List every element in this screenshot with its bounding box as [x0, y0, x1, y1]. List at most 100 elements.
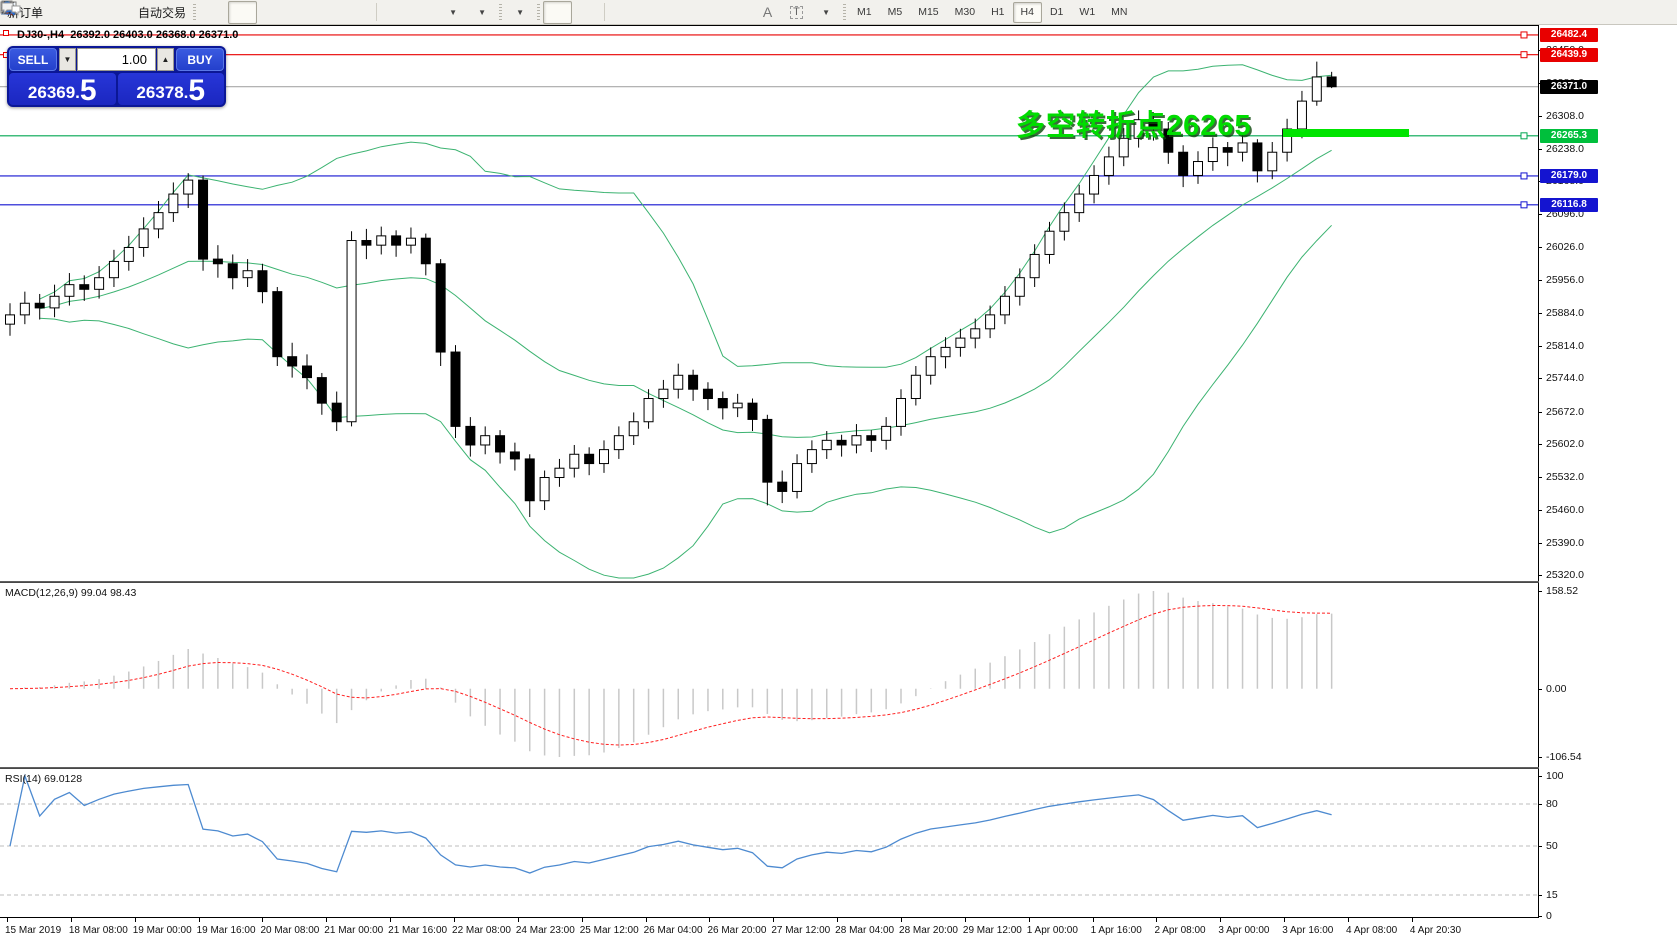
timeframe-m15[interactable]: M15 — [918, 6, 939, 18]
price-tick-label: 25460.0 — [1546, 504, 1584, 517]
templates-button[interactable]: ▼ — [0, 1, 534, 24]
price-axis[interactable]: 26450.026380.026308.026238.026168.026096… — [1538, 25, 1677, 922]
price-tick-label: 25320.0 — [1546, 569, 1584, 582]
price-tick-label: 26238.0 — [1546, 142, 1584, 155]
autotrade-button[interactable]: 自动交易 — [1, 1, 190, 24]
time-tick — [198, 918, 200, 922]
rsi-tick — [1538, 846, 1542, 847]
time-tick — [837, 918, 839, 922]
annotation-highlight-line[interactable] — [1283, 129, 1409, 137]
rsi-axis-label: 0 — [1546, 910, 1552, 922]
channel-button[interactable]: E — [0, 1, 724, 24]
sell-price-button[interactable]: 26369. 5 — [9, 73, 116, 105]
chat-icon[interactable] — [0, 0, 22, 16]
time-axis-label: 21 Mar 00:00 — [324, 925, 384, 936]
timeframe-h4[interactable]: H4 — [1012, 1, 1042, 23]
chart-frame-top — [0, 25, 1677, 26]
timeframe-group: M1 M5 M15 M30 H1 H4 D1 W1 MN — [849, 1, 1135, 23]
time-axis-label: 28 Mar 04:00 — [835, 925, 895, 936]
chevron-down-icon: ▼ — [478, 7, 486, 17]
rsi-panel[interactable]: RSI(14) 69.0128 — [0, 769, 1538, 917]
time-axis-label: 21 Mar 16:00 — [388, 925, 448, 936]
publisher-button[interactable] — [0, 1, 105, 24]
time-tick — [326, 918, 328, 922]
time-tick — [1348, 918, 1350, 922]
text-button[interactable]: A — [753, 1, 782, 24]
arrows-button[interactable]: ▼ — [1, 1, 840, 24]
buy-button[interactable]: BUY — [176, 48, 224, 71]
time-axis-label: 22 Mar 08:00 — [452, 925, 511, 936]
timeframe-h1[interactable]: H1 — [991, 6, 1005, 18]
trendline-button[interactable] — [1, 1, 695, 24]
price-tick-label: 25814.0 — [1546, 339, 1584, 352]
price-tick — [1538, 345, 1542, 347]
time-tick — [773, 918, 775, 922]
chevron-down-icon: ▼ — [822, 7, 830, 17]
horizontal-line-button[interactable] — [1, 1, 666, 24]
periods-button[interactable]: ▼ — [1, 1, 496, 24]
time-axis-label: 25 Mar 12:00 — [579, 925, 639, 936]
panel-separator[interactable] — [0, 581, 1677, 583]
bar-chart-button[interactable] — [1, 1, 228, 24]
sell-price: 26369. — [27, 83, 80, 103]
time-axis-label: 24 Mar 23:00 — [515, 925, 575, 936]
price-tick-label: 25602.0 — [1546, 438, 1584, 451]
time-axis-label: 26 Mar 04:00 — [643, 925, 703, 936]
timeframe-m1[interactable]: M1 — [857, 6, 872, 18]
price-level-label: 26116.8 — [1540, 197, 1598, 212]
cursor-button[interactable] — [4, 0, 573, 24]
main-chart-panel[interactable] — [0, 26, 1538, 581]
macd-chart — [9, 591, 1333, 757]
text-label-button[interactable]: T — [782, 1, 811, 24]
timeframe-d1[interactable]: D1 — [1049, 6, 1064, 18]
line-chart-button[interactable] — [1, 1, 286, 24]
volume-decrease-button[interactable]: ▼ — [59, 48, 76, 71]
zoom-out-button[interactable] — [1, 1, 344, 24]
price-tick — [1538, 411, 1542, 413]
time-axis-label: 26 Mar 20:00 — [707, 925, 767, 936]
auto-scroll-button[interactable] — [1, 1, 409, 24]
time-axis-label: 29 Mar 12:00 — [962, 925, 1022, 936]
time-tick — [134, 918, 136, 922]
price-tick-label: 25390.0 — [1546, 536, 1584, 549]
volume-input[interactable]: 1.00 — [77, 48, 156, 71]
chart-annotation-text[interactable]: 多空转折点26265 — [1016, 110, 1252, 142]
time-tick — [1092, 918, 1094, 922]
macd-panel[interactable]: MACD(12,26,9) 99.04 98.43 — [0, 583, 1538, 767]
chart-shift-button[interactable] — [1, 1, 438, 24]
buy-price-button[interactable]: 26378. 5 — [117, 73, 224, 105]
candlestick-button[interactable] — [1, 0, 258, 24]
vertical-line-button[interactable] — [5, 1, 637, 24]
timeframe-m5[interactable]: M5 — [887, 6, 903, 18]
crosshair-button[interactable] — [1, 1, 601, 24]
new-chart-button[interactable]: ▼ — [1, 0, 467, 24]
sell-button[interactable]: SELL — [9, 48, 57, 71]
panel-separator[interactable] — [0, 767, 1677, 769]
macd-label: MACD(12,26,9) 99.04 98.43 — [5, 587, 137, 599]
tile-windows-button[interactable] — [1, 1, 373, 24]
time-axis[interactable]: 15 Mar 2019 18 Mar 08:00 19 Mar 00:00 19 Ma… — [0, 918, 1538, 945]
price-tick — [1538, 247, 1542, 249]
price-tick — [1538, 279, 1542, 281]
rsi-tick — [1538, 916, 1542, 917]
timeframe-mn[interactable]: MN — [1111, 6, 1128, 18]
chart-symbol: DJ30-,H4 — [17, 29, 65, 41]
chart-ohlc-values: 26392.0 26403.0 26368.0 26371.0 — [70, 29, 239, 41]
timeframe-w1[interactable]: W1 — [1079, 6, 1096, 18]
price-tick-label: 25884.0 — [1546, 307, 1584, 319]
price-level-label: 26482.4 — [1540, 27, 1598, 42]
timeframe-m30[interactable]: M30 — [954, 6, 976, 18]
toolbar: 新订单 自动交易 — [0, 0, 1677, 25]
signal-button[interactable] — [2, 1, 134, 24]
time-axis-label: 3 Apr 16:00 — [1282, 925, 1334, 936]
autotrade-label: 自动交易 — [138, 5, 187, 20]
gold-button[interactable] — [3, 1, 76, 24]
fibonacci-button[interactable]: F — [1, 1, 753, 24]
time-tick — [70, 918, 72, 922]
chart-title: DJ30-,H4 26392.0 26403.0 26368.0 26371.0 — [17, 29, 238, 41]
line-handle[interactable] — [3, 30, 9, 36]
volume-increase-button[interactable]: ▲ — [157, 48, 174, 71]
time-tick — [7, 918, 8, 922]
zoom-in-button[interactable] — [1, 1, 315, 24]
price-tick-label: 26308.0 — [1546, 109, 1584, 122]
